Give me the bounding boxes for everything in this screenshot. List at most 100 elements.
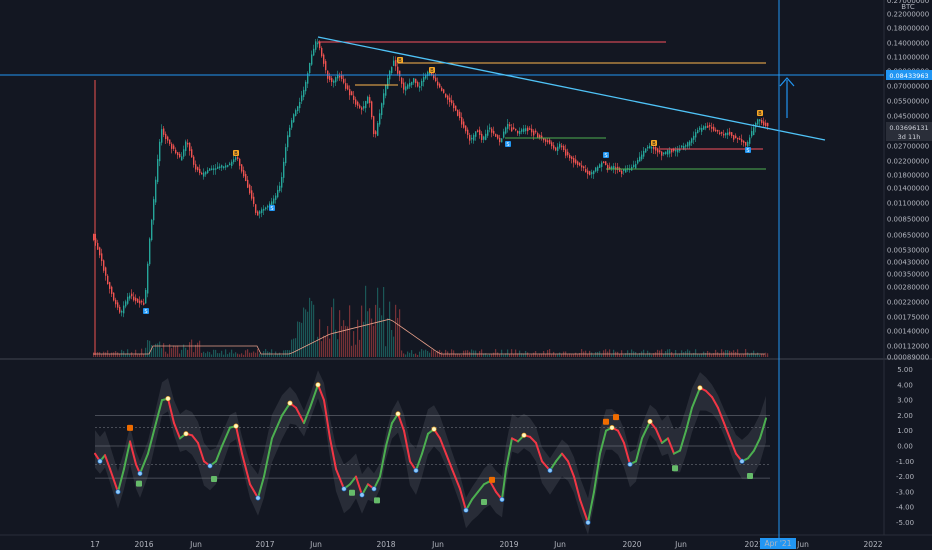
oscillator-peak-dot	[183, 431, 189, 437]
volume-bar	[259, 353, 261, 357]
volume-bar	[435, 352, 437, 357]
candle-body	[433, 74, 435, 79]
volume-bar	[655, 352, 657, 357]
volume-bar	[411, 350, 413, 357]
candle-body	[767, 122, 769, 127]
descending-trendline[interactable]	[317, 36, 826, 141]
candle-body	[589, 171, 591, 175]
candle-body	[173, 145, 175, 149]
candle-body	[259, 211, 261, 214]
candle-body	[361, 107, 363, 110]
volume-bar	[397, 317, 399, 357]
candle-body	[541, 135, 543, 139]
candle-body	[269, 203, 271, 207]
highlight-price-tag: 0.08433963	[886, 70, 932, 80]
volume-bar	[93, 352, 95, 357]
volume-bar	[363, 321, 365, 357]
oscillator-top-marker	[127, 424, 133, 431]
volume-bar	[303, 307, 305, 357]
candle-body	[553, 145, 555, 149]
candle-body	[301, 95, 303, 102]
volume-bar	[595, 352, 597, 357]
candle-body	[171, 143, 173, 149]
candle-body	[295, 110, 297, 116]
volume-bar	[189, 342, 191, 357]
svg-text:S: S	[144, 309, 147, 315]
volume-bar	[759, 354, 761, 357]
candle-body	[199, 168, 201, 174]
candle-body	[111, 286, 113, 294]
volume-bar	[749, 353, 751, 357]
bottom-signal-marker: S	[505, 141, 511, 148]
candle-body	[335, 77, 337, 83]
candle-body	[125, 301, 127, 307]
oscillator-line-segment	[241, 452, 251, 486]
volume-bar	[441, 351, 443, 357]
candle-body	[293, 114, 295, 123]
bottom-signal-marker: S	[745, 147, 751, 154]
volume-bar	[273, 354, 275, 357]
volume-bar	[581, 349, 583, 357]
volume-bar	[529, 354, 531, 357]
candle-body	[673, 149, 675, 152]
candle-body	[699, 127, 701, 130]
volume-bar	[501, 349, 503, 357]
candle-body	[585, 169, 587, 173]
volume-bar	[561, 354, 563, 357]
candle-body	[287, 135, 289, 148]
candle-body	[651, 147, 653, 149]
candle-body	[205, 171, 207, 175]
candle-body	[719, 132, 721, 135]
time-axis[interactable]: 17 2016 Jun 2017 Jun 2018 Jun 2019 Jun 2020 Jun 202…	[90, 540, 883, 549]
candle-body	[565, 149, 567, 156]
volume-bar	[207, 351, 209, 357]
svg-text:S: S	[270, 206, 273, 212]
candle-body	[255, 204, 257, 213]
currency-label: BTC	[901, 3, 915, 11]
current-price-tag: 0.03696131 3d 11h	[886, 122, 932, 141]
candle-body	[743, 140, 745, 143]
volume-bar	[179, 353, 181, 357]
candle-body	[725, 133, 727, 136]
projection-arrow[interactable]	[779, 77, 795, 118]
volume-bar	[355, 344, 357, 357]
oscillator-peak-dot	[431, 426, 437, 432]
volume-bar	[369, 308, 371, 357]
candle-body	[599, 164, 601, 168]
candle-body	[755, 122, 757, 128]
candle-body	[745, 142, 747, 146]
candle-body	[291, 120, 293, 128]
volume-bar	[163, 343, 165, 357]
candle-body	[223, 166, 225, 168]
volume-bar	[499, 354, 501, 357]
volume-bar	[623, 354, 625, 357]
candle-body	[181, 156, 183, 161]
candle-body	[419, 86, 421, 88]
oscillator-line-segment	[685, 406, 693, 432]
candle-body	[381, 103, 383, 116]
oscillator-line-segment	[529, 435, 537, 444]
price-tick-label: 0.02200000	[887, 158, 929, 166]
candle-body	[709, 125, 711, 127]
candle-body	[227, 165, 229, 167]
volume-bar	[167, 353, 169, 357]
oscillator-tick-label: 2.00	[897, 412, 913, 420]
oscillator-axis[interactable]: 5.00 4.00 3.00 2.00 1.00 0.00 -1.00 -2.00 -3.00 -…	[896, 366, 914, 527]
candle-body	[449, 97, 451, 103]
volume-bar	[313, 304, 315, 357]
volume-bar	[371, 318, 373, 357]
volume-bar	[223, 354, 225, 357]
candle-body	[457, 109, 459, 116]
oscillator-line-segment	[477, 483, 485, 493]
oscillator-line-segment	[335, 467, 345, 490]
bottom-signal-marker: S	[603, 152, 609, 159]
volume-bar	[415, 353, 417, 357]
candle-body	[485, 133, 487, 140]
candle-body	[105, 267, 107, 276]
volume-bar	[495, 349, 497, 357]
volume-bars	[93, 285, 769, 357]
candle-body	[307, 73, 309, 84]
price-tick-label: 0.02700000	[887, 143, 929, 151]
candle-body	[645, 148, 647, 153]
